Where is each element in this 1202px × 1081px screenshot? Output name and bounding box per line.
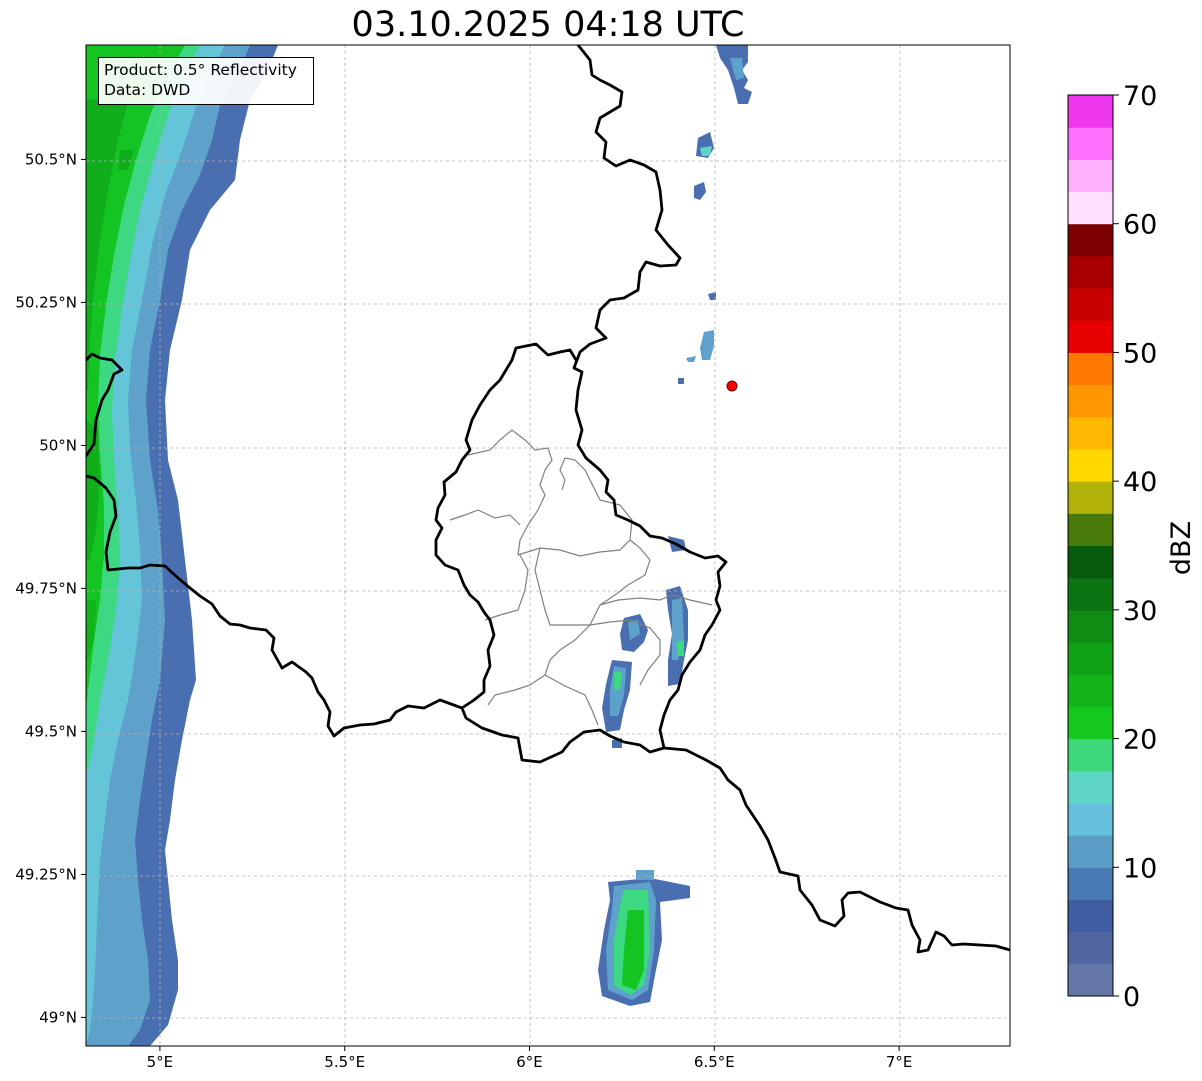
map-gridlines xyxy=(86,45,1010,1046)
colorbar-tick-label: 70 xyxy=(1123,81,1157,112)
colorbar-label: dBZ xyxy=(1166,521,1197,575)
x-axis: 5°E 5.5°E 6°E 6.5°E 7°E xyxy=(147,1046,913,1071)
colorbar-swatch xyxy=(1068,159,1113,193)
y-tick-label: 50.5°N xyxy=(25,150,77,168)
y-tick-label: 50°N xyxy=(39,436,77,454)
y-tick-label: 49.75°N xyxy=(15,579,77,597)
colorbar-frame xyxy=(1067,94,1114,997)
colorbar-swatch xyxy=(1068,738,1113,772)
colorbar-swatch xyxy=(1068,255,1113,289)
colorbar-swatch xyxy=(1068,802,1113,836)
country-borders xyxy=(86,45,1010,954)
product-info-box: Product: 0.5° Reflectivity Data: DWD xyxy=(98,57,314,105)
colorbar-tick-label: 30 xyxy=(1123,596,1157,627)
colorbar-swatch xyxy=(1068,481,1113,514)
radar-site-marker xyxy=(726,380,738,392)
y-tick-label: 50.25°N xyxy=(15,293,77,311)
colorbar-swatch xyxy=(1068,931,1113,965)
radar-echo-west xyxy=(86,45,278,1046)
colorbar-tick-label: 50 xyxy=(1123,338,1157,369)
colorbar-swatch xyxy=(1068,416,1113,450)
colorbar-tick-label: 20 xyxy=(1123,725,1157,756)
y-axis: 49°N 49.25°N 49.5°N 49.75°N 50°N 50.25°N 50.5°… xyxy=(15,150,86,1026)
colorbar-tick-label: 10 xyxy=(1123,853,1157,884)
colorbar-swatch xyxy=(1068,609,1113,643)
colorbar-tick-label: 0 xyxy=(1123,982,1140,1013)
colorbar-swatch xyxy=(1068,674,1113,707)
colorbar-swatch xyxy=(1068,835,1113,868)
y-tick-label: 49.5°N xyxy=(25,722,77,740)
colorbar-swatch xyxy=(1068,642,1113,675)
map-title: 03.10.2025 04:18 UTC xyxy=(351,5,745,45)
colorbar-tick-label: 60 xyxy=(1123,210,1157,241)
colorbar-swatch xyxy=(1068,448,1113,482)
colorbar-swatch xyxy=(1068,706,1113,740)
colorbar-swatch xyxy=(1068,770,1113,804)
colorbar-swatch xyxy=(1068,867,1113,900)
colorbar-swatch xyxy=(1068,963,1113,997)
colorbar-swatch xyxy=(1068,513,1113,546)
x-tick-label: 6°E xyxy=(516,1053,543,1071)
colorbar-swatch xyxy=(1068,320,1113,353)
y-tick-label: 49°N xyxy=(39,1008,77,1026)
x-tick-label: 5.5°E xyxy=(324,1053,365,1071)
colorbar-swatch xyxy=(1068,352,1113,386)
colorbar-swatch xyxy=(1068,545,1113,579)
colorbar: 0 10 20 30 40 50 60 70 xyxy=(1067,81,1157,1013)
product-label: Product: 0.5° Reflectivity xyxy=(104,61,297,79)
colorbar-tick-label: 40 xyxy=(1123,467,1157,498)
x-tick-label: 7°E xyxy=(886,1053,913,1071)
colorbar-swatch xyxy=(1068,288,1113,321)
canton-boundaries xyxy=(449,429,713,726)
colorbar-swatch xyxy=(1068,95,1113,128)
x-tick-label: 6.5°E xyxy=(694,1053,735,1071)
colorbar-swatch xyxy=(1068,127,1113,160)
y-tick-label: 49.25°N xyxy=(15,865,77,883)
radar-echo-cells xyxy=(598,45,752,1006)
colorbar-swatch xyxy=(1068,191,1113,225)
map-frame xyxy=(85,44,1011,1047)
colorbar-swatch xyxy=(1068,899,1113,933)
colorbar-swatch xyxy=(1068,223,1113,257)
data-source-label: Data: DWD xyxy=(104,81,191,99)
colorbar-swatch xyxy=(1068,384,1113,418)
map-area xyxy=(86,45,1010,1046)
x-tick-label: 5°E xyxy=(147,1053,174,1071)
colorbar-swatch xyxy=(1068,577,1113,611)
